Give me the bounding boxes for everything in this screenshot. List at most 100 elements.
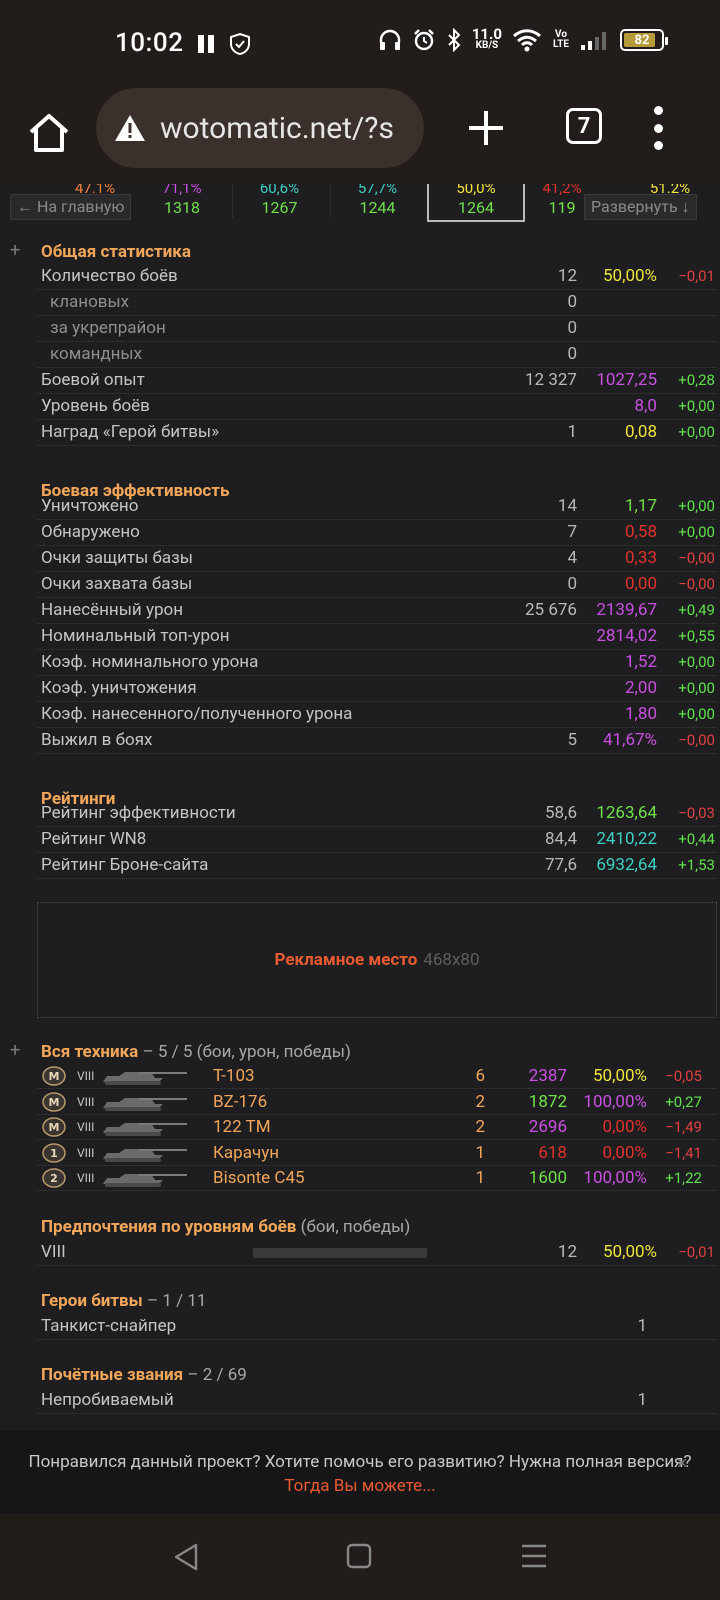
back-icon[interactable] [172, 1542, 200, 1572]
vehicle-damage: 618 [538, 1142, 567, 1163]
expand-button[interactable]: Развернуть ↓ [584, 194, 697, 220]
recents-icon[interactable] [520, 1542, 548, 1570]
vehicle-name[interactable]: Bisonte C45 [213, 1168, 305, 1188]
row-value-3: −0,00 [678, 731, 715, 749]
table-row: Коэф. нанесенного/полученного урона 1,80 +… [37, 702, 717, 728]
vehicle-name[interactable]: Карачун [213, 1142, 280, 1163]
table-row: Рейтинг эффективности 58,6 1263,64 −0,03 [37, 801, 717, 827]
row-value-1: 58,6 [544, 803, 577, 823]
row-value-1: 0 [567, 574, 577, 594]
table-row: Количество боёв 12 50,00% −0,01 [37, 264, 717, 290]
tank-icon [103, 1174, 187, 1187]
tank-icon [103, 1148, 187, 1162]
row-value-1: 84,4 [544, 829, 577, 849]
row-value-3: +0,00 [678, 679, 715, 697]
row-value-3: +0,00 [678, 423, 715, 441]
vehicle-name[interactable]: 122 TM [213, 1117, 271, 1137]
url-text[interactable]: wotomatic.net/?s [160, 110, 394, 146]
tab-switcher-button[interactable]: 7 [566, 108, 602, 144]
ad-placeholder: Рекламное место 468x80 [37, 902, 717, 1018]
row-value-1: 12 327 [525, 370, 577, 390]
tank-icon [103, 1123, 187, 1136]
table-row: Боевой опыт 12 327 1027,25 +0,28 [37, 368, 717, 394]
row-label: Наград «Герой битвы» [41, 422, 220, 442]
row-label: Номинальный топ-урон [41, 626, 230, 646]
vehicle-tier: VIII [77, 1069, 95, 1083]
warning-icon[interactable] [114, 114, 146, 142]
row-value-2: 2139,67 [596, 600, 657, 620]
row-value-3: +1,53 [678, 856, 715, 874]
row-value-2: 1,17 [624, 496, 657, 516]
table-row: Коэф. уничтожения 2,00 +0,00 [37, 676, 717, 702]
row-value-1: 1 [567, 422, 577, 442]
pause-icon [198, 35, 214, 53]
vehicle-damage: 1600 [528, 1168, 567, 1188]
table-row: Рейтинг Броне-сайта 77,6 6932,64 +1,53 [37, 853, 717, 879]
row-label: Уничтожено [41, 496, 139, 516]
bluetooth-icon [448, 28, 461, 52]
table-row: Очки захвата базы 0 0,00 −0,00 [37, 572, 717, 598]
shield-icon [230, 32, 250, 56]
vehicle-row[interactable]: M VIII BZ-176 2 1872 100,00% +0,27 [37, 1090, 717, 1115]
vehicle-name[interactable]: T-103 [213, 1066, 255, 1086]
vehicle-name[interactable]: BZ-176 [213, 1091, 268, 1112]
banner-link[interactable]: Тогда Вы можете... [284, 1476, 436, 1496]
row-value-1: 7 [567, 522, 577, 542]
strip-cell: 60,6% 1267 [232, 184, 326, 217]
expand-plus-icon[interactable]: + [10, 240, 21, 261]
table-row: Нанесённый урон 25 676 2139,67 +0,49 [37, 598, 717, 624]
table-row: Рейтинг WN8 84,4 2410,22 +0,44 [37, 827, 717, 853]
row-label: Боевой опыт [41, 370, 145, 390]
row-value-1: 4 [567, 548, 577, 568]
vehicle-row[interactable]: 2 VIII Bisonte C45 1 1600 100,00% +1,22 [37, 1166, 717, 1191]
row-label: Рейтинг эффективности [41, 803, 236, 823]
section-efficiency-title: Боевая эффективность [41, 481, 230, 501]
signal-icon [581, 32, 606, 50]
vehicle-delta: −1,49 [665, 1118, 702, 1136]
status-time: 10:02 [115, 28, 184, 58]
vehicle-winrate: 0,00% [602, 1142, 647, 1163]
url-field[interactable]: wotomatic.net/?s [96, 88, 424, 168]
banner-question: Понравился данный проект? Хотите помочь … [28, 1452, 692, 1472]
row-value-2: 8,0 [634, 396, 657, 416]
vehicle-row[interactable]: M VIII 122 TM 2 2696 0,00% −1,49 [37, 1115, 717, 1140]
section-ratings-title: Рейтинги [41, 789, 116, 809]
row-value-2: 50,00% [602, 266, 657, 286]
close-icon[interactable]: ✕ [676, 1456, 688, 1472]
home-icon[interactable] [26, 110, 72, 156]
wifi-icon [513, 29, 541, 52]
row-label: Очки захвата базы [41, 574, 193, 594]
mastery-badge-icon: 1 [42, 1142, 66, 1163]
overflow-menu-icon[interactable] [652, 106, 664, 150]
new-tab-icon[interactable] [466, 108, 506, 148]
vehicle-battles: 1 [475, 1168, 485, 1188]
row-label: Уровень боёв [41, 396, 150, 416]
row-label: Количество боёв [41, 266, 178, 286]
svg-text:M: M [49, 1121, 60, 1134]
home-nav-icon[interactable] [346, 1542, 372, 1570]
table-row: Уровень боёв 8,0 +0,00 [37, 394, 717, 420]
vehicle-winrate: 100,00% [583, 1168, 647, 1188]
expand-plus-icon[interactable]: + [10, 1040, 21, 1061]
row-value-2: 2410,22 [596, 829, 657, 849]
row-value-3: +0,44 [678, 830, 715, 848]
system-nav-bar [0, 1514, 720, 1600]
section-levels-title: Предпочтения по уровням боёв (бои, побед… [41, 1217, 411, 1237]
row-value-3: +0,00 [678, 705, 715, 723]
strip-cell-active[interactable]: 50,0% 1264 [456, 184, 496, 217]
row-label: Рейтинг Броне-сайта [41, 855, 209, 875]
vehicle-tier: VIII [77, 1094, 95, 1109]
table-row: Танкист-снайпер 1 [37, 1314, 717, 1340]
row-value-3: −0,00 [678, 549, 715, 567]
vehicle-row[interactable]: 1 VIII Карачун 1 618 0,00% −1,41 [37, 1141, 717, 1166]
vehicle-battles: 2 [475, 1117, 485, 1137]
back-to-home-button[interactable]: ← На главную [10, 194, 132, 220]
table-row: Уничтожено 14 1,17 +0,00 [37, 494, 717, 520]
browser-toolbar: wotomatic.net/?s 7 [0, 88, 720, 184]
row-value-3: +0,00 [678, 397, 715, 415]
vehicle-row[interactable]: M VIII T-103 6 2387 50,00% −0,05 [37, 1064, 717, 1089]
strip-cell: 51.2% [649, 184, 691, 196]
vehicle-winrate: 0,00% [602, 1117, 647, 1137]
vehicle-damage: 1872 [528, 1091, 567, 1112]
vehicle-tier: VIII [77, 1171, 95, 1185]
